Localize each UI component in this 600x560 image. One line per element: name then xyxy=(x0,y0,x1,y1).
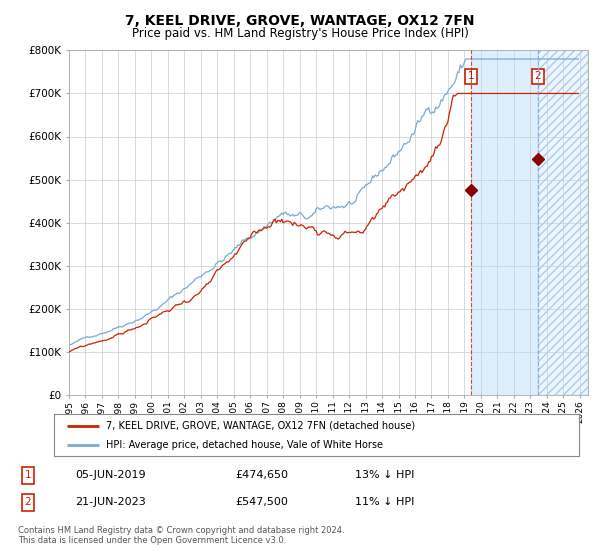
Text: HPI: Average price, detached house, Vale of White Horse: HPI: Average price, detached house, Vale… xyxy=(107,440,383,450)
Text: Price paid vs. HM Land Registry's House Price Index (HPI): Price paid vs. HM Land Registry's House … xyxy=(131,27,469,40)
Bar xyxy=(538,50,588,395)
Bar xyxy=(472,50,538,395)
Text: 05-JUN-2019: 05-JUN-2019 xyxy=(75,470,146,480)
Text: £474,650: £474,650 xyxy=(235,470,288,480)
Text: 21-JUN-2023: 21-JUN-2023 xyxy=(75,497,146,507)
Text: 1: 1 xyxy=(25,470,31,480)
Text: 2: 2 xyxy=(535,71,541,81)
Text: 1: 1 xyxy=(468,71,475,81)
Text: £547,500: £547,500 xyxy=(235,497,288,507)
Text: 7, KEEL DRIVE, GROVE, WANTAGE, OX12 7FN: 7, KEEL DRIVE, GROVE, WANTAGE, OX12 7FN xyxy=(125,14,475,28)
Text: 7, KEEL DRIVE, GROVE, WANTAGE, OX12 7FN (detached house): 7, KEEL DRIVE, GROVE, WANTAGE, OX12 7FN … xyxy=(107,421,416,431)
Text: 2: 2 xyxy=(25,497,31,507)
Bar xyxy=(538,50,588,395)
Text: Contains HM Land Registry data © Crown copyright and database right 2024.
This d: Contains HM Land Registry data © Crown c… xyxy=(18,526,344,545)
Text: 11% ↓ HPI: 11% ↓ HPI xyxy=(355,497,415,507)
Text: 13% ↓ HPI: 13% ↓ HPI xyxy=(355,470,415,480)
